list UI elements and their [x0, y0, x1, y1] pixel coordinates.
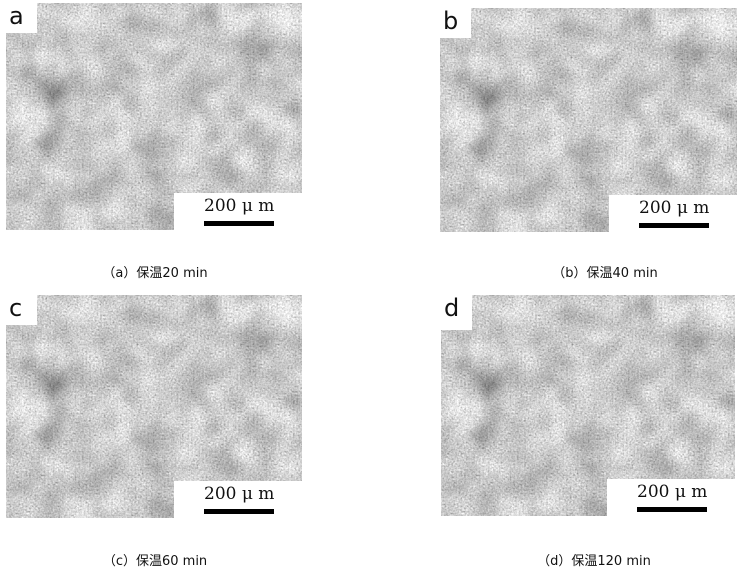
micrograph-c: c 200 μ m	[6, 295, 302, 518]
micrograph-a: a 200 μ m	[6, 3, 302, 230]
panel-label: b	[440, 8, 471, 38]
micrograph-d: d 200 μ m	[441, 295, 735, 516]
scale-bar	[637, 507, 707, 512]
scale-bar	[204, 221, 274, 226]
micrograph-image	[6, 3, 302, 230]
caption-b: （b）保温40 min	[552, 266, 658, 281]
scale-bar-box: 200 μ m	[609, 195, 737, 232]
micrograph-image	[6, 295, 302, 518]
scale-label: 200 μ m	[637, 482, 708, 502]
panel-label: a	[6, 3, 37, 33]
scale-label: 200 μ m	[204, 484, 275, 504]
caption-d: （d）保温120 min	[537, 554, 651, 569]
panel-label: d	[441, 295, 472, 330]
micrograph-b: b 200 μ m	[440, 8, 737, 232]
scale-label: 200 μ m	[204, 196, 275, 216]
caption-a: （a）保温20 min	[102, 266, 208, 281]
micrograph-image	[440, 8, 737, 232]
scale-bar-box: 200 μ m	[607, 479, 735, 516]
scale-bar	[204, 509, 274, 514]
caption-c: （c）保温60 min	[102, 554, 208, 569]
panel-label: c	[6, 295, 37, 325]
scale-bar-box: 200 μ m	[174, 193, 302, 230]
scale-label: 200 μ m	[639, 198, 710, 218]
scale-bar	[639, 223, 709, 228]
scale-bar-box: 200 μ m	[174, 481, 302, 518]
